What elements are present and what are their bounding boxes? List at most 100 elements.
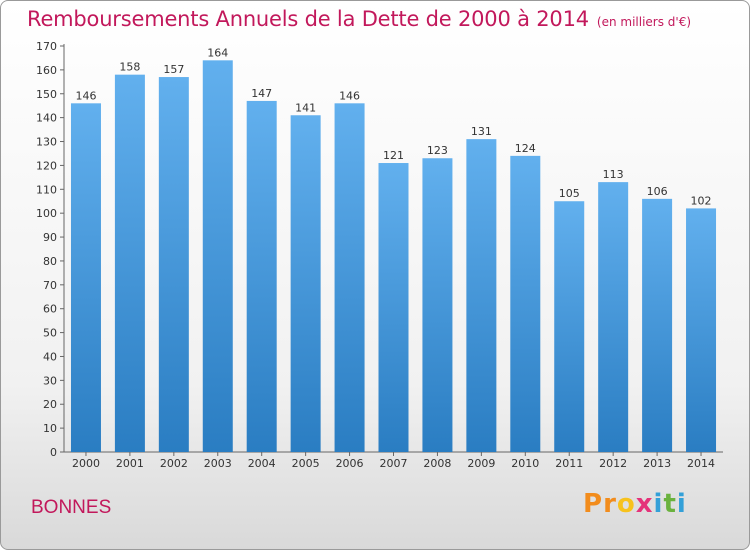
bar-value-label: 147 bbox=[251, 87, 272, 100]
x-tick-label: 2007 bbox=[380, 457, 408, 470]
bar bbox=[202, 60, 233, 453]
y-tick-label: 90 bbox=[43, 231, 57, 244]
x-tick: 2008 bbox=[423, 452, 451, 470]
y-axis: 0 10 20 30 40 50 60 70 80 90 100 110 120 130 140 150 160… bbox=[36, 40, 65, 459]
x-tick-label: 2008 bbox=[423, 457, 451, 470]
y-tick: 80 bbox=[43, 255, 64, 268]
bar-value-label: 146 bbox=[75, 89, 96, 102]
bar bbox=[114, 74, 145, 453]
bar bbox=[598, 182, 629, 453]
y-tick-label: 110 bbox=[36, 183, 57, 196]
y-tick: 90 bbox=[43, 231, 64, 244]
y-tick-label: 20 bbox=[43, 398, 57, 411]
y-tick-label: 0 bbox=[50, 446, 57, 459]
y-tick: 60 bbox=[43, 303, 64, 316]
place-name: BONNES bbox=[31, 497, 112, 518]
bar bbox=[554, 201, 585, 452]
y-tick: 30 bbox=[43, 374, 64, 387]
y-tick-label: 70 bbox=[43, 279, 57, 292]
bar bbox=[70, 103, 101, 452]
x-tick: 2013 bbox=[643, 452, 671, 470]
chart-title-text: Remboursements Annuels de la Dette de 20… bbox=[27, 7, 589, 31]
y-tick-label: 120 bbox=[36, 159, 57, 172]
y-tick: 140 bbox=[36, 112, 64, 125]
logo-letter: i bbox=[676, 489, 687, 519]
y-tick-label: 80 bbox=[43, 255, 57, 268]
bar-value-label: 123 bbox=[427, 144, 448, 157]
y-tick: 70 bbox=[43, 279, 64, 292]
bar bbox=[510, 155, 541, 452]
y-tick-label: 50 bbox=[43, 327, 57, 340]
x-axis: 2000 2001 2002 2003 2004 2005 2006 2007 2008 2009… bbox=[64, 451, 723, 470]
y-tick: 100 bbox=[36, 207, 64, 220]
x-tick-label: 2004 bbox=[248, 457, 276, 470]
bar-value-label: 146 bbox=[339, 89, 360, 102]
bars: 146 158 157 164 147 141 146 121 123 131 124 105 113 1… bbox=[70, 46, 717, 453]
y-tick: 160 bbox=[36, 64, 64, 77]
x-tick-label: 2001 bbox=[116, 457, 144, 470]
x-tick-label: 2014 bbox=[687, 457, 715, 470]
x-tick: 2004 bbox=[248, 452, 276, 470]
bar-value-label: 121 bbox=[383, 149, 404, 162]
x-tick: 2009 bbox=[467, 452, 495, 470]
x-tick-label: 2011 bbox=[555, 457, 583, 470]
bar bbox=[466, 139, 497, 452]
x-tick: 2012 bbox=[599, 452, 627, 470]
logo-letter: x bbox=[635, 489, 654, 519]
x-tick-label: 2005 bbox=[292, 457, 320, 470]
x-tick-label: 2006 bbox=[336, 457, 364, 470]
proxiti-logo[interactable]: Proxiti bbox=[583, 489, 687, 519]
y-tick: 10 bbox=[43, 422, 64, 435]
x-tick: 2007 bbox=[380, 452, 408, 470]
y-tick-label: 130 bbox=[36, 136, 57, 149]
bar-value-label: 157 bbox=[163, 63, 184, 76]
y-tick-label: 170 bbox=[36, 40, 57, 53]
y-tick: 120 bbox=[36, 159, 64, 172]
y-tick: 40 bbox=[43, 350, 64, 363]
x-tick-label: 2013 bbox=[643, 457, 671, 470]
bar-value-label: 131 bbox=[471, 125, 492, 138]
x-tick-label: 2002 bbox=[160, 457, 188, 470]
y-tick-label: 60 bbox=[43, 303, 57, 316]
logo-letter: t bbox=[663, 489, 677, 519]
x-tick: 2005 bbox=[292, 452, 320, 470]
bar bbox=[642, 198, 673, 452]
y-tick: 150 bbox=[36, 88, 64, 101]
x-tick: 2000 bbox=[72, 452, 100, 470]
bar bbox=[290, 115, 321, 453]
y-tick-label: 100 bbox=[36, 207, 57, 220]
bar bbox=[378, 163, 409, 452]
logo-letter: r bbox=[603, 489, 617, 519]
x-tick: 2001 bbox=[116, 452, 144, 470]
bar-value-label: 164 bbox=[207, 46, 228, 59]
bar bbox=[246, 100, 277, 452]
y-tick: 170 bbox=[36, 40, 64, 53]
logo-letter: P bbox=[583, 489, 604, 519]
y-tick-label: 40 bbox=[43, 350, 57, 363]
bar-value-label: 141 bbox=[295, 101, 316, 114]
chart-subtitle: (en milliers d'€) bbox=[596, 15, 692, 29]
x-tick: 2011 bbox=[555, 452, 583, 470]
x-tick: 2006 bbox=[336, 452, 364, 470]
y-tick: 130 bbox=[36, 136, 64, 149]
y-tick: 110 bbox=[36, 183, 64, 196]
x-tick: 2003 bbox=[204, 452, 232, 470]
y-tick-label: 140 bbox=[36, 112, 57, 125]
bar-value-label: 158 bbox=[119, 61, 140, 74]
bar bbox=[686, 208, 717, 452]
bar-value-label: 106 bbox=[647, 185, 668, 198]
bar bbox=[158, 77, 189, 452]
chart-title: Remboursements Annuels de la Dette de 20… bbox=[27, 7, 691, 31]
bar-value-label: 102 bbox=[691, 194, 712, 207]
x-tick-label: 2003 bbox=[204, 457, 232, 470]
bar-value-label: 113 bbox=[603, 168, 624, 181]
y-tick-label: 150 bbox=[36, 88, 57, 101]
bar-value-label: 105 bbox=[559, 187, 580, 200]
x-tick: 2002 bbox=[160, 452, 188, 470]
x-tick-label: 2009 bbox=[467, 457, 495, 470]
y-tick-label: 30 bbox=[43, 374, 57, 387]
bar-value-label: 124 bbox=[515, 142, 536, 155]
y-tick-label: 10 bbox=[43, 422, 57, 435]
